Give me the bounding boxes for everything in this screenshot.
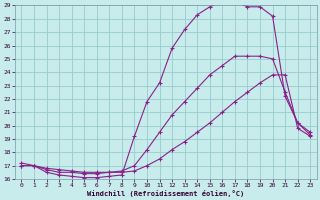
X-axis label: Windchill (Refroidissement éolien,°C): Windchill (Refroidissement éolien,°C)	[87, 190, 244, 197]
